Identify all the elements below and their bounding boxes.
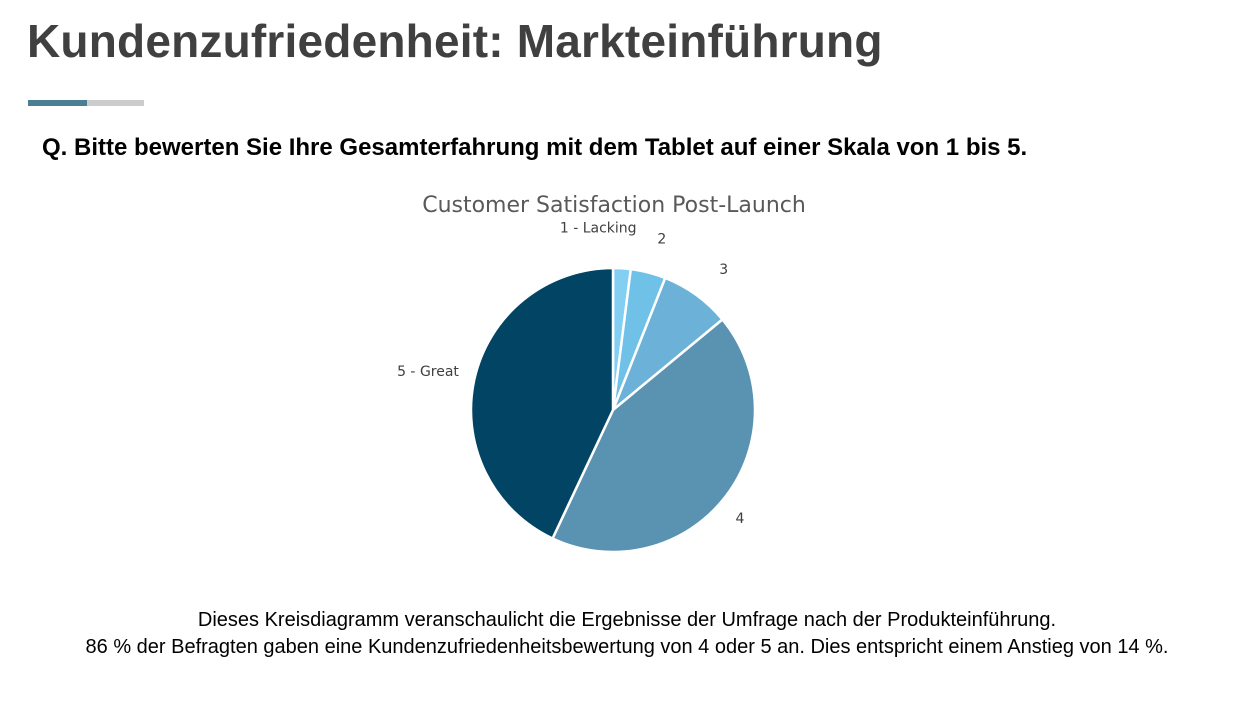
pie-slice-4 [551,318,757,554]
chart-title: Customer Satisfaction Post-Launch [422,193,806,218]
pie-chart: Customer Satisfaction Post-Launch 1 - La… [397,193,806,554]
pie-label-4: 4 [736,511,745,527]
pie-slices [469,266,757,554]
survey-question: Q. Bitte bewerten Sie Ihre Gesamterfahru… [42,134,1028,161]
caption-line-1: Dieses Kreisdiagramm veranschaulicht die… [197,609,1057,631]
pie-label-5: 5 - Great [397,364,459,380]
chart-caption: Dieses Kreisdiagramm veranschaulicht die… [60,607,1194,661]
page-title: Kundenzufriedenheit: Markteinführung [27,15,883,67]
pie-slice-5 [469,266,615,540]
caption-line-2: 86 % der Befragten gaben eine Kundenzufr… [85,636,1169,658]
pie-label-2: 2 [657,231,666,247]
accent-segment-secondary [87,100,144,106]
pie-label-3: 3 [719,262,728,278]
accent-segment-primary [28,100,87,106]
pie-labels: 1 - Lacking 2 3 4 5 - Great [397,220,744,527]
title-accent-bar [28,100,144,106]
pie-label-1: 1 - Lacking [560,220,637,236]
